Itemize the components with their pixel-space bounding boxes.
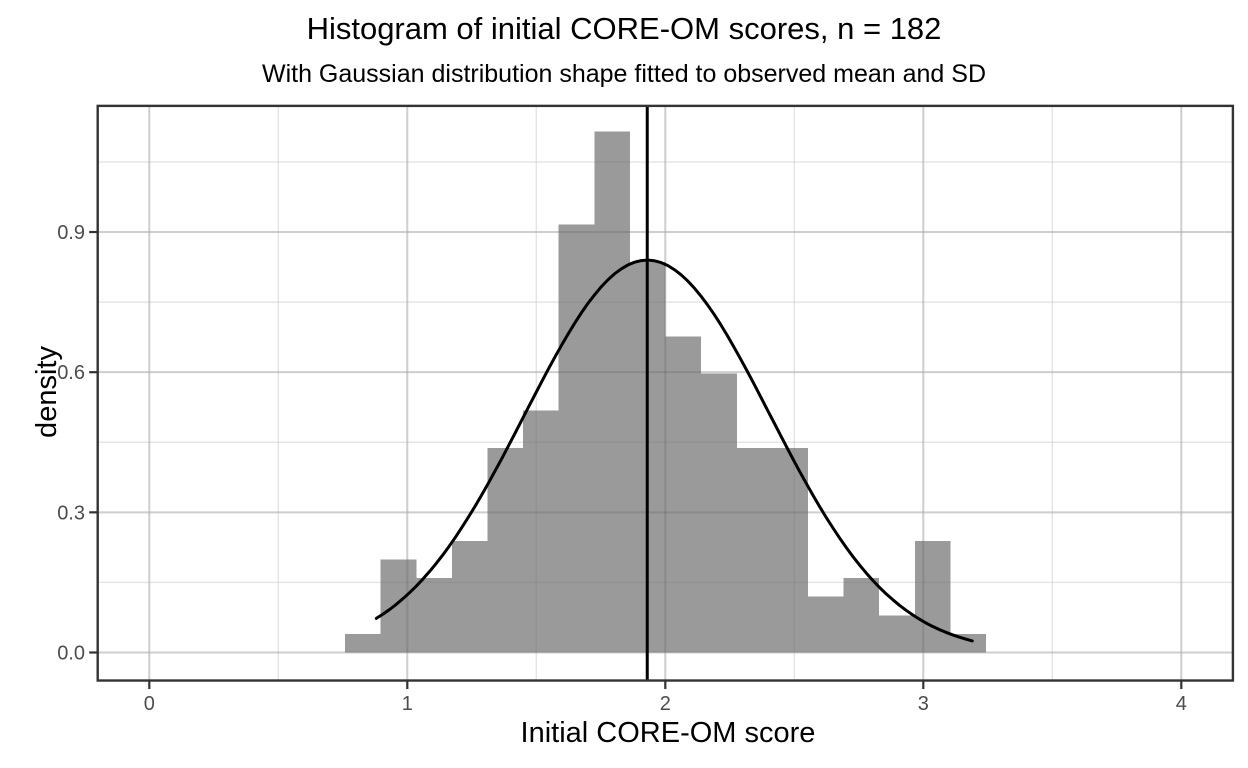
plot-subtitle: With Gaussian distribution shape fitted … (262, 60, 986, 88)
histogram-bar (416, 578, 452, 653)
x-tick-label: 3 (918, 693, 929, 715)
histogram-bar (879, 615, 915, 653)
x-tick-label: 1 (402, 693, 413, 715)
x-tick-label: 0 (144, 693, 155, 715)
histogram-bar (451, 540, 488, 653)
y-tick-label: 0.9 (57, 222, 85, 244)
y-axis-title: density (31, 346, 63, 438)
gaussian-curve (374, 258, 974, 643)
histogram-bar (523, 410, 559, 653)
y-tick-label: 0.0 (57, 643, 85, 665)
x-tick-label: 4 (1176, 693, 1187, 715)
histogram-bar (665, 336, 702, 653)
histogram-bar (558, 224, 595, 653)
histogram-bar (701, 373, 737, 653)
x-tick-label: 2 (660, 693, 671, 715)
histogram-bar (736, 447, 773, 653)
histogram-bar (914, 540, 951, 653)
histogram-bar (487, 447, 524, 653)
histogram-bar (345, 633, 381, 653)
text-layer: Histogram of initial CORE-OM scores, n =… (31, 11, 986, 749)
y-tick-label: 0.3 (57, 502, 85, 524)
plot-title: Histogram of initial CORE-OM scores, n =… (307, 11, 942, 46)
histogram-bar (807, 596, 844, 653)
panel-layer: 0 1 2 3 4 0.0 0.3 0.6 0.9 (57, 104, 1235, 715)
x-axis-title: Initial CORE-OM score (521, 717, 816, 749)
histogram-bar (380, 559, 417, 653)
histogram-bar (594, 131, 630, 653)
y-tick-label: 0.6 (57, 362, 85, 384)
histogram-bar (772, 447, 808, 653)
histogram-bar (843, 578, 880, 653)
